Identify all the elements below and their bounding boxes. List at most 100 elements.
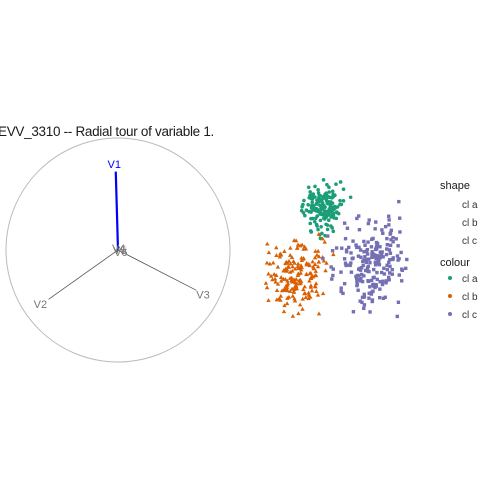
point-cl-b (289, 275, 294, 280)
point-cl-c (363, 255, 367, 259)
point-cl-c (362, 250, 366, 254)
point-cl-b (315, 264, 321, 269)
point-cl-c (357, 278, 361, 282)
point-cl-b (315, 248, 321, 253)
point-cl-a (327, 190, 331, 194)
unit-circle (5, 137, 231, 363)
point-cl-c (385, 247, 389, 251)
point-cl-b (283, 283, 289, 288)
point-cl-c (405, 257, 409, 262)
point-cl-c (387, 223, 391, 227)
point-cl-c (378, 287, 382, 291)
point-cl-a (325, 223, 330, 227)
point-cl-c (397, 257, 401, 261)
point-cl-b (316, 254, 322, 259)
point-cl-c (358, 299, 362, 303)
point-cl-b (279, 278, 284, 283)
point-cl-c (368, 261, 372, 265)
point-cl-b (324, 260, 329, 265)
point-cl-c (373, 285, 377, 290)
point-cl-c (380, 228, 384, 232)
point-cl-c (390, 267, 394, 272)
point-cl-c (364, 257, 369, 262)
point-cl-c (391, 240, 395, 244)
point-cl-c (363, 268, 368, 273)
legend-shape-label-0: cl a (462, 200, 478, 211)
point-cl-a (336, 211, 341, 216)
point-cl-a (332, 216, 336, 220)
point-cl-c (372, 275, 376, 280)
point-cl-b (279, 288, 285, 293)
point-cl-a (325, 182, 329, 187)
point-cl-c (374, 220, 378, 224)
point-cl-c (358, 279, 363, 283)
point-cl-b (275, 264, 281, 269)
point-cl-b (265, 241, 270, 246)
point-cl-b (301, 287, 306, 292)
point-cl-b (290, 293, 295, 298)
point-cl-c (339, 270, 343, 274)
point-cl-a (308, 190, 312, 194)
point-cl-c (344, 248, 349, 252)
point-cl-a (310, 200, 314, 205)
point-cl-c (342, 221, 347, 225)
point-cl-a (315, 214, 320, 218)
legend-colour-label-1: cl b (462, 292, 478, 303)
point-cl-c (360, 295, 365, 300)
point-cl-b (297, 265, 303, 270)
point-cl-b (310, 259, 315, 264)
legend-shape-title: shape (440, 180, 470, 192)
point-cl-c (362, 274, 366, 278)
point-cl-b (313, 268, 318, 273)
point-cl-b (306, 292, 311, 297)
point-cl-c (370, 252, 374, 257)
point-cl-c (330, 277, 334, 281)
axis-label-V2: V2 (34, 299, 47, 311)
point-cl-c (378, 245, 382, 249)
point-cl-c (396, 244, 400, 248)
point-cl-b (301, 246, 306, 251)
point-cl-b (277, 254, 283, 259)
point-cl-b (303, 295, 309, 299)
point-cl-c (369, 278, 374, 283)
point-cl-a (316, 227, 320, 232)
point-cl-a (310, 216, 315, 221)
point-cl-b (275, 281, 281, 286)
point-cl-c (349, 251, 353, 255)
point-cl-a (300, 204, 304, 209)
point-cl-c (376, 260, 381, 265)
point-cl-a (308, 229, 313, 233)
point-cl-b (273, 279, 278, 284)
point-cl-c (369, 245, 374, 249)
point-cl-c (381, 231, 385, 235)
point-cl-c (363, 243, 367, 247)
point-cl-c (355, 279, 359, 284)
point-cl-b (287, 269, 293, 274)
point-cl-c (321, 256, 325, 261)
point-cl-c (381, 279, 385, 283)
point-cl-a (329, 224, 333, 228)
point-cl-c (381, 296, 386, 301)
point-cl-b (268, 273, 274, 278)
point-cl-b (281, 268, 287, 272)
point-cl-b (297, 278, 302, 283)
point-cl-c (359, 255, 363, 259)
point-cl-c (372, 267, 376, 272)
point-cl-c (345, 226, 350, 230)
point-cl-c (347, 245, 351, 250)
point-cl-a (309, 193, 314, 198)
point-cl-c (331, 273, 335, 278)
point-cl-a (302, 198, 306, 203)
point-cl-c (388, 243, 393, 248)
point-cl-b (284, 301, 290, 306)
point-cl-b (298, 243, 303, 248)
point-cl-b (300, 306, 305, 311)
point-cl-b (291, 259, 296, 264)
point-cl-b (292, 296, 297, 301)
point-cl-b (274, 253, 279, 257)
point-cl-a (304, 208, 309, 212)
point-cl-b (274, 297, 280, 302)
point-cl-b (296, 311, 301, 316)
point-cl-a (325, 227, 330, 232)
axis-label-V3: V3 (196, 289, 209, 301)
